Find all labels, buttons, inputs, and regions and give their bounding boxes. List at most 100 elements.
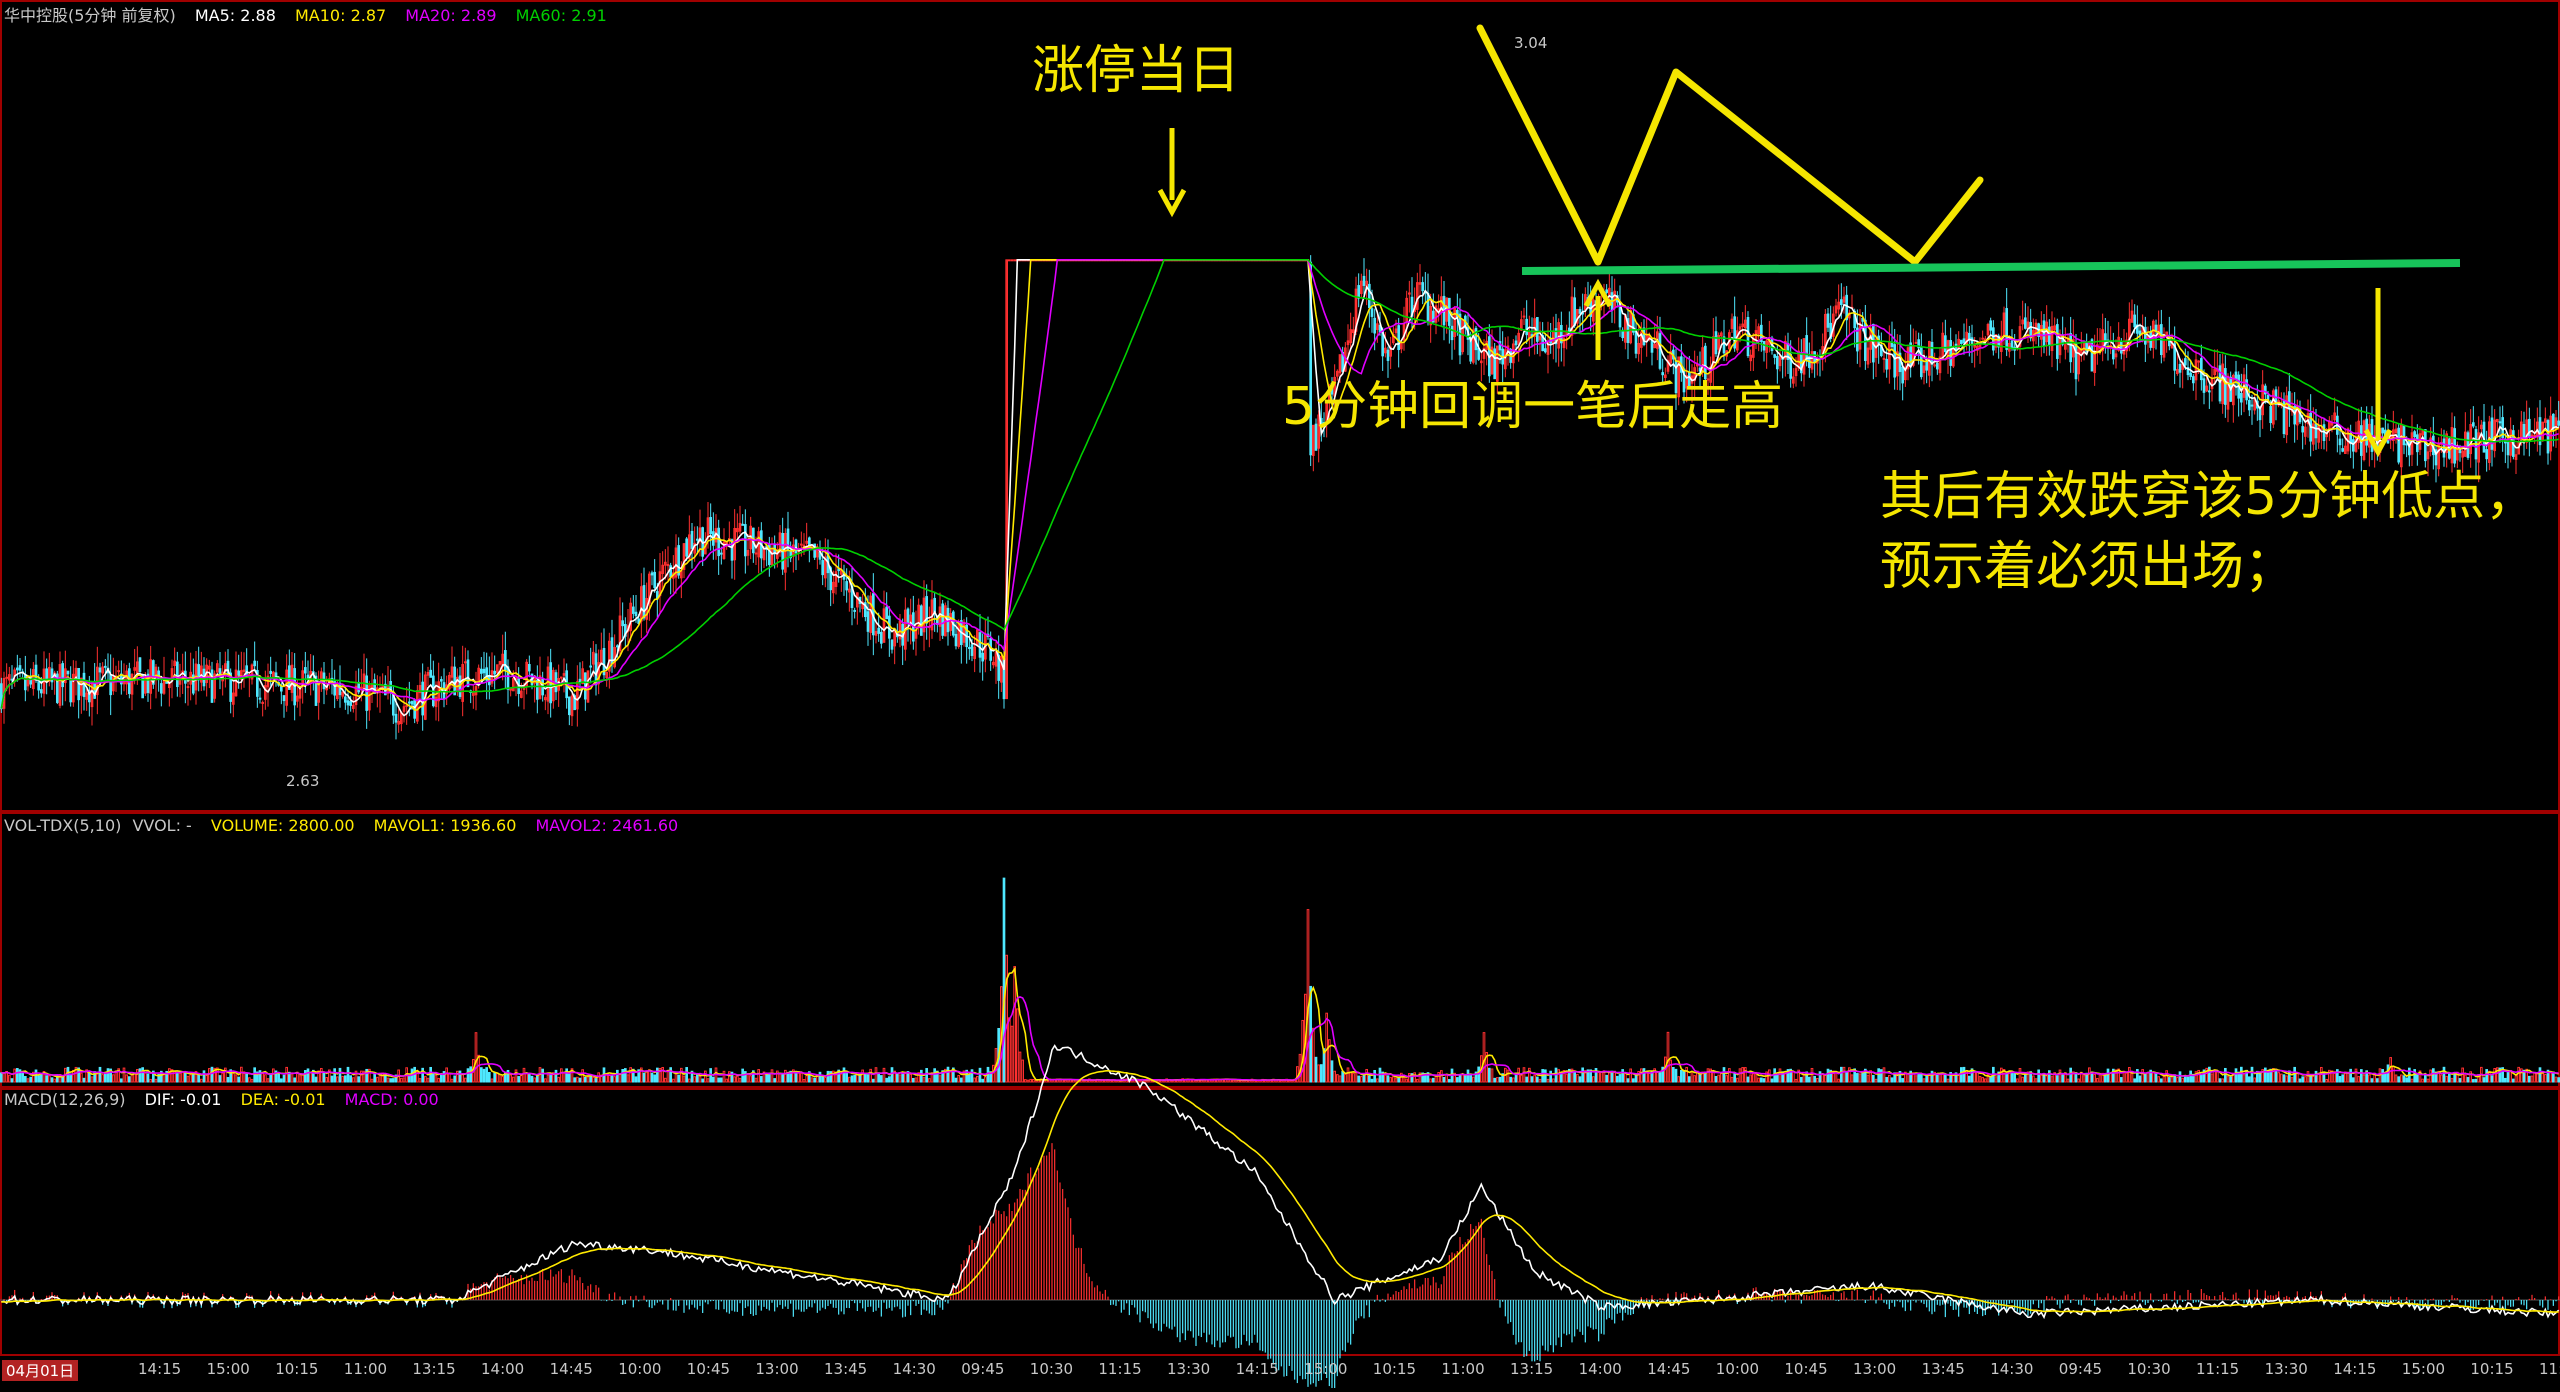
volume-bar bbox=[1432, 1077, 1435, 1083]
candle-body bbox=[2549, 415, 2552, 452]
volume-bar bbox=[1082, 1080, 1086, 1083]
volume-bar bbox=[2056, 1075, 2059, 1083]
volume-bar bbox=[176, 1072, 179, 1083]
volume-bar bbox=[1994, 1076, 1998, 1083]
candle-body bbox=[754, 552, 758, 555]
volume-bar bbox=[2176, 1077, 2179, 1083]
volume-bar bbox=[389, 1078, 392, 1083]
candle-body bbox=[2509, 429, 2512, 456]
volume-bar bbox=[842, 1067, 846, 1083]
volume-bar bbox=[1661, 1066, 1664, 1083]
volume-bar bbox=[1616, 1075, 1619, 1083]
volume-bar bbox=[618, 1073, 622, 1083]
candle-body bbox=[2344, 445, 2347, 455]
volume-bar bbox=[816, 1076, 819, 1083]
candle-body bbox=[544, 697, 547, 701]
volume-bar bbox=[1634, 1074, 1638, 1083]
volume-bar bbox=[309, 1071, 312, 1083]
candle-body bbox=[2157, 324, 2160, 337]
volume-bar bbox=[2224, 1067, 2227, 1083]
candle-body bbox=[200, 665, 203, 683]
candle-body bbox=[1920, 346, 1923, 378]
candle-body bbox=[1645, 335, 1648, 341]
volume-bar bbox=[1954, 1072, 1958, 1083]
volume-bar bbox=[1021, 1059, 1024, 1083]
volume-bar bbox=[482, 1068, 486, 1083]
volume-bar bbox=[1637, 1071, 1640, 1083]
volume-bar bbox=[2264, 1067, 2267, 1083]
candle-body bbox=[1896, 351, 1899, 377]
volume-bar bbox=[2277, 1072, 2280, 1083]
volume-bar bbox=[1840, 1066, 1843, 1083]
time-tick: 10:00 bbox=[618, 1360, 662, 1378]
volume-bar bbox=[453, 1075, 456, 1083]
volume-bar bbox=[2541, 1072, 2544, 1083]
candle-body bbox=[2466, 432, 2470, 458]
pullback-annotation: 5分钟回调一笔后走高 bbox=[1282, 377, 1784, 437]
volume-bar bbox=[80, 1072, 83, 1083]
candle-body bbox=[2120, 341, 2123, 354]
volume-bar bbox=[349, 1075, 352, 1083]
candle-body bbox=[2202, 378, 2206, 393]
candle-body bbox=[2314, 423, 2318, 439]
candle-body bbox=[1493, 348, 1496, 380]
volume-bar bbox=[1626, 1078, 1630, 1083]
candle-body bbox=[1336, 370, 1339, 377]
volume-bar bbox=[2536, 1072, 2539, 1083]
volume-bar bbox=[1426, 1072, 1430, 1083]
candle-body bbox=[1498, 341, 1502, 351]
candle-body bbox=[717, 527, 720, 557]
candle-body bbox=[1472, 329, 1475, 363]
candle-body bbox=[1933, 364, 1936, 367]
volume-bar bbox=[2544, 1074, 2547, 1083]
volume-bar bbox=[1922, 1078, 1926, 1083]
candle-body bbox=[1749, 354, 1752, 362]
candle-body bbox=[234, 669, 238, 697]
candle-body bbox=[176, 661, 179, 688]
ma5-readout: MA5: 2.88 bbox=[194, 6, 276, 25]
candle-body bbox=[1922, 365, 1926, 374]
volume-bar bbox=[2341, 1074, 2344, 1083]
volume-bar bbox=[1341, 1071, 1344, 1083]
candle-body bbox=[485, 667, 488, 681]
volume-bar bbox=[738, 1077, 742, 1083]
volume-bar bbox=[680, 1067, 683, 1083]
volume-bar bbox=[2272, 1068, 2275, 1083]
volume-bar bbox=[1413, 1072, 1416, 1083]
volume-bar bbox=[1640, 1068, 1643, 1083]
candle-body bbox=[573, 695, 576, 711]
candle-body bbox=[1930, 341, 1934, 365]
candle-body bbox=[1373, 317, 1376, 334]
candle-body bbox=[570, 695, 574, 717]
volume-bar bbox=[1666, 1031, 1670, 1083]
candle-body bbox=[768, 544, 771, 566]
volume-bar bbox=[1448, 1079, 1451, 1083]
volume-bar bbox=[840, 1073, 843, 1083]
volume-bar bbox=[1864, 1068, 1867, 1083]
volume-bar bbox=[1837, 1078, 1840, 1083]
dea-readout: DEA: -0.01 bbox=[240, 1090, 326, 1109]
candle-body bbox=[282, 695, 286, 702]
volume-bar bbox=[392, 1078, 395, 1083]
candle-body bbox=[2122, 347, 2126, 355]
volume-bar bbox=[368, 1068, 371, 1083]
volume-bar bbox=[1680, 1069, 1683, 1083]
candle-body bbox=[576, 681, 579, 710]
candle-body bbox=[2232, 374, 2235, 406]
volume-bar bbox=[2424, 1074, 2427, 1083]
candle-body bbox=[2528, 418, 2531, 438]
volume-bar bbox=[2485, 1069, 2488, 1083]
volume-bar bbox=[2394, 1074, 2398, 1083]
volume-bar bbox=[2053, 1072, 2056, 1083]
candle-body bbox=[682, 543, 686, 570]
volume-bar bbox=[960, 1077, 963, 1083]
volume-bar bbox=[1898, 1071, 1902, 1083]
candle-body bbox=[642, 585, 646, 619]
volume-bar bbox=[304, 1070, 307, 1083]
volume-bar bbox=[229, 1069, 232, 1083]
candle-body bbox=[1642, 327, 1646, 346]
volume-bar bbox=[570, 1068, 574, 1083]
volume-bar bbox=[250, 1078, 254, 1083]
volume-bar bbox=[624, 1068, 627, 1083]
